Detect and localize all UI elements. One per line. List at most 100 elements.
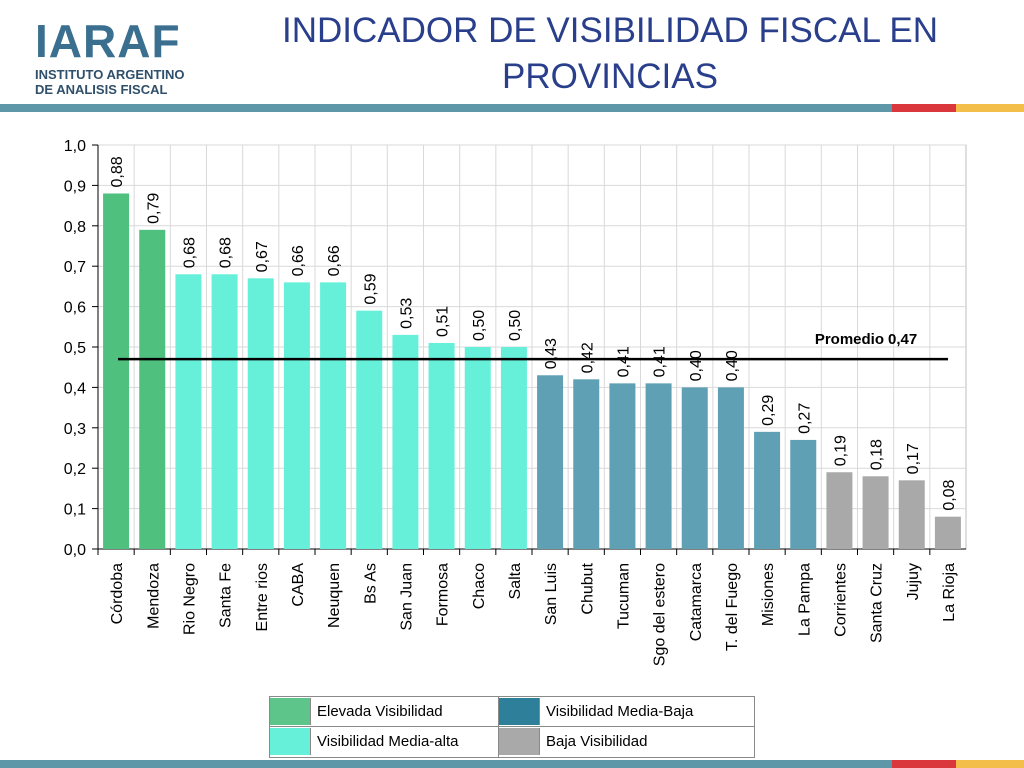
bar bbox=[609, 383, 636, 549]
y-tick-label: 0,8 bbox=[64, 219, 86, 236]
data-label: 0,68 bbox=[181, 237, 198, 268]
x-tick-label: Tucuman bbox=[615, 563, 632, 629]
x-tick-label: Rio Negro bbox=[181, 563, 198, 635]
data-label: 0,79 bbox=[145, 193, 162, 224]
x-tick-label: Bs As bbox=[362, 563, 379, 604]
data-label: 0,68 bbox=[218, 237, 235, 268]
iaraf-logo: IARAF INSTITUTO ARGENTINO DE ANALISIS FI… bbox=[35, 18, 205, 98]
data-label: 0,08 bbox=[941, 479, 958, 510]
x-tick-label: Santa Fe bbox=[218, 563, 235, 628]
bar bbox=[428, 342, 455, 549]
legend-entry: Visibilidad Media-Baja bbox=[499, 697, 693, 726]
data-label: 0,59 bbox=[362, 273, 379, 304]
bar bbox=[356, 310, 383, 549]
data-label: 0,66 bbox=[290, 245, 307, 276]
bar bbox=[934, 516, 961, 549]
data-label: 0,40 bbox=[688, 350, 705, 381]
legend-label: Baja Visibilidad bbox=[546, 733, 648, 750]
legend-entry: Visibilidad Media-alta bbox=[270, 727, 458, 756]
data-label: 0,40 bbox=[724, 350, 741, 381]
x-tick-label: Catamarca bbox=[688, 563, 705, 641]
legend-swatch bbox=[270, 698, 311, 725]
y-tick-label: 0,6 bbox=[64, 300, 86, 317]
y-tick-label: 0,1 bbox=[64, 502, 86, 519]
x-tick-label: Corrientes bbox=[832, 563, 849, 637]
bar bbox=[645, 383, 672, 549]
bar-chart: 0,0 0,1 0,2 0,3 0,4 0,5 0,6 0,7 0,8 0,9 1,0 0,88 Cór… bbox=[64, 138, 967, 666]
legend-divider-v bbox=[498, 697, 499, 757]
slide-title: INDICADOR DE VISIBILIDAD FISCAL EN PROVI… bbox=[240, 8, 980, 100]
footer-band-red bbox=[892, 760, 956, 768]
bar bbox=[320, 282, 347, 549]
logo-line-2: DE ANALISIS FISCAL bbox=[35, 82, 168, 97]
bar bbox=[862, 476, 889, 549]
y-tick-label: 0,0 bbox=[64, 542, 86, 559]
x-tick-label: San Luis bbox=[543, 563, 560, 625]
footer-band-blue bbox=[0, 760, 892, 768]
bar bbox=[139, 229, 166, 549]
chart-legend: Elevada Visibilidad Visibilidad Media-Baj… bbox=[269, 696, 755, 758]
bar bbox=[103, 193, 130, 550]
x-tick-label: Santa Cruz bbox=[869, 563, 886, 643]
legend-label: Visibilidad Media-Baja bbox=[546, 703, 694, 720]
y-tick-label: 0,3 bbox=[64, 421, 86, 438]
header-band-red bbox=[892, 104, 956, 112]
bar bbox=[717, 387, 744, 549]
x-tick-label: Neuquen bbox=[326, 563, 343, 628]
bar bbox=[681, 387, 708, 549]
legend-swatch bbox=[270, 728, 311, 755]
data-label: 0,50 bbox=[507, 310, 524, 341]
header-band-yellow bbox=[956, 104, 1024, 112]
bar bbox=[392, 334, 419, 549]
data-label: 0,29 bbox=[760, 395, 777, 426]
logo-line-1: INSTITUTO ARGENTINO bbox=[35, 67, 185, 82]
y-tick-label: 0,4 bbox=[64, 380, 86, 397]
data-label: 0,67 bbox=[254, 241, 271, 272]
footer-band-yellow bbox=[956, 760, 1024, 768]
bar bbox=[211, 274, 238, 549]
y-tick-label: 0,7 bbox=[64, 259, 86, 276]
data-label: 0,51 bbox=[435, 306, 452, 337]
data-label: 0,43 bbox=[543, 338, 560, 369]
data-label: 0,41 bbox=[652, 346, 669, 377]
bar bbox=[898, 480, 925, 549]
x-tick-label: Jujuy bbox=[905, 563, 922, 600]
title-line-2: PROVINCIAS bbox=[502, 57, 718, 96]
bar bbox=[283, 282, 310, 549]
data-label: 0,41 bbox=[615, 346, 632, 377]
data-label: 0,53 bbox=[398, 298, 415, 329]
bar bbox=[826, 472, 853, 549]
x-tick-label: San Juan bbox=[398, 563, 415, 631]
x-tick-label: Mendoza bbox=[145, 563, 162, 629]
data-label: 0,66 bbox=[326, 245, 343, 276]
data-label: 0,18 bbox=[869, 439, 886, 470]
x-tick-label: T. del Fuego bbox=[724, 563, 741, 651]
bar bbox=[247, 278, 274, 549]
x-tick-label: Córdoba bbox=[109, 563, 126, 624]
y-tick-label: 0,9 bbox=[64, 178, 86, 195]
x-tick-label: Chaco bbox=[471, 563, 488, 609]
bar bbox=[500, 347, 527, 549]
x-tick-label: Chubut bbox=[579, 562, 596, 614]
title-line-1: INDICADOR DE VISIBILIDAD FISCAL EN bbox=[281, 11, 939, 50]
bar bbox=[464, 347, 491, 549]
data-label: 0,50 bbox=[471, 310, 488, 341]
x-tick-label: Formosa bbox=[435, 563, 452, 626]
bar bbox=[537, 375, 564, 549]
x-tick-label: Salta bbox=[507, 563, 524, 600]
bar bbox=[573, 379, 600, 549]
data-label: 0,88 bbox=[109, 156, 126, 187]
data-label: 0,27 bbox=[796, 403, 813, 434]
bar bbox=[175, 274, 202, 549]
y-tick-label: 0,5 bbox=[64, 340, 86, 357]
average-value: 0,47 bbox=[888, 331, 917, 348]
legend-label: Visibilidad Media-alta bbox=[317, 733, 459, 750]
x-tick-label: CABA bbox=[290, 563, 307, 607]
legend-divider-h bbox=[270, 726, 754, 727]
header-band-blue bbox=[0, 104, 892, 112]
y-tick-label: 1,0 bbox=[64, 138, 86, 155]
y-tick-label: 0,2 bbox=[64, 461, 86, 478]
legend-swatch bbox=[499, 698, 540, 725]
bar bbox=[790, 439, 817, 549]
data-label: 0,42 bbox=[579, 342, 596, 373]
